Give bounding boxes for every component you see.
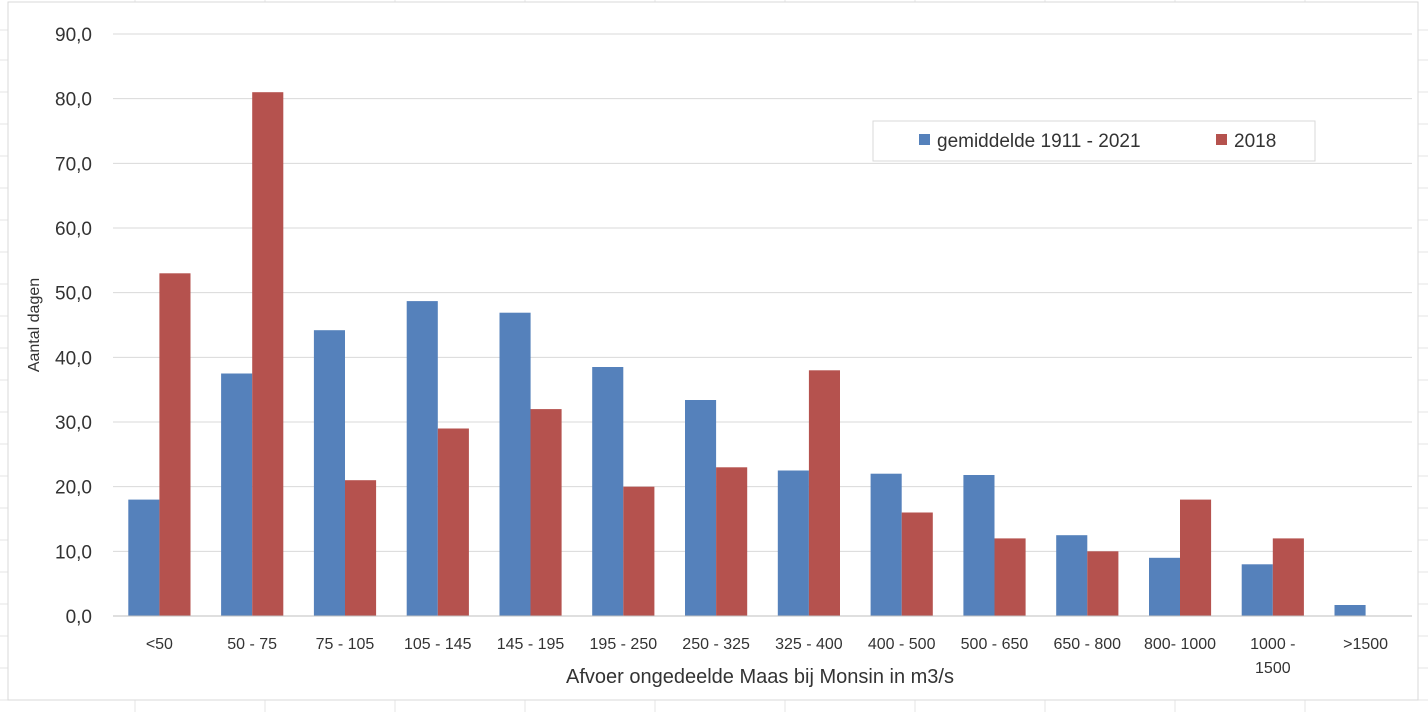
x-tick-label: 195 - 250 [590,636,658,653]
x-tick-label: 105 - 145 [404,636,472,653]
x-tick-label: 50 - 75 [227,636,277,653]
bars [128,92,1366,616]
legend-box [872,120,1316,162]
x-tick-label: 500 - 650 [961,636,1029,653]
y-tick-label: 50,0 [55,284,92,305]
bar-gemiddelde [499,312,531,616]
bar-2018 [530,409,562,616]
bar-gemiddelde [777,470,809,616]
legend-label: gemiddelde 1911 - 2021 [937,131,1141,152]
y-tick-label: 0,0 [66,607,92,628]
bar-2018 [623,486,655,616]
bar-2018 [901,512,933,616]
y-tick-label: 10,0 [55,542,92,563]
y-tick-label: 80,0 [55,90,92,111]
bar-2018 [1272,538,1304,616]
y-tick-label: 90,0 [55,25,92,46]
bar-2018 [1180,499,1212,616]
bar-gemiddelde [1241,564,1273,616]
y-tick-label: 30,0 [55,413,92,434]
bar-gemiddelde [1149,557,1181,616]
y-tick-label: 40,0 [55,348,92,369]
bar-2018 [437,428,469,616]
bar-2018 [1087,551,1119,616]
bar-gemiddelde [221,373,253,616]
bar-gemiddelde [592,367,624,616]
y-tick-labels: 0,0 10,0 20,0 30,0 40,0 50,0 60,0 70,0 80,0 90,0 [55,25,92,628]
bar-2018 [252,92,284,616]
x-tick-label: >1500 [1343,636,1388,653]
x-tick-label: 650 - 800 [1053,636,1121,653]
x-tick-label: 400 - 500 [868,636,936,653]
legend: gemiddelde 1911 - 2021 2018 [872,120,1316,162]
legend-swatch [1216,134,1227,145]
x-tick-label: 800- 1000 [1144,636,1216,653]
x-tick-label: 325 - 400 [775,636,843,653]
bar-2018 [994,538,1026,616]
y-tick-label: 70,0 [55,154,92,175]
y-tick-label: 60,0 [55,219,92,240]
bar-2018 [345,480,377,616]
bar-gemiddelde [685,400,717,616]
bar-gemiddelde [963,475,995,616]
bar-gemiddelde [1056,535,1088,616]
bar-2018 [716,467,748,616]
y-axis-title: Aantal dagen [26,278,43,372]
bar-2018 [808,370,840,616]
bar-gemiddelde [128,499,160,616]
legend-swatch [919,134,930,145]
bar-gemiddelde [406,301,438,616]
y-tick-label: 20,0 [55,478,92,499]
bar-2018 [159,273,191,616]
x-tick-label: 1000 -1500 [1250,636,1295,677]
x-tick-label: 250 - 325 [682,636,750,653]
legend-label: 2018 [1234,131,1276,152]
bar-gemiddelde [313,330,345,616]
bar-gemiddelde [1334,605,1366,616]
x-axis-title: Afvoer ongedeelde Maas bij Monsin in m3/… [566,666,954,688]
x-tick-labels: <50 50 - 75 75 - 105 105 - 145 145 - 195 195 … [146,636,1388,677]
bar-gemiddelde [870,473,902,616]
x-tick-label: <50 [146,636,173,653]
x-tick-label: 75 - 105 [316,636,375,653]
x-tick-label: 145 - 195 [497,636,565,653]
